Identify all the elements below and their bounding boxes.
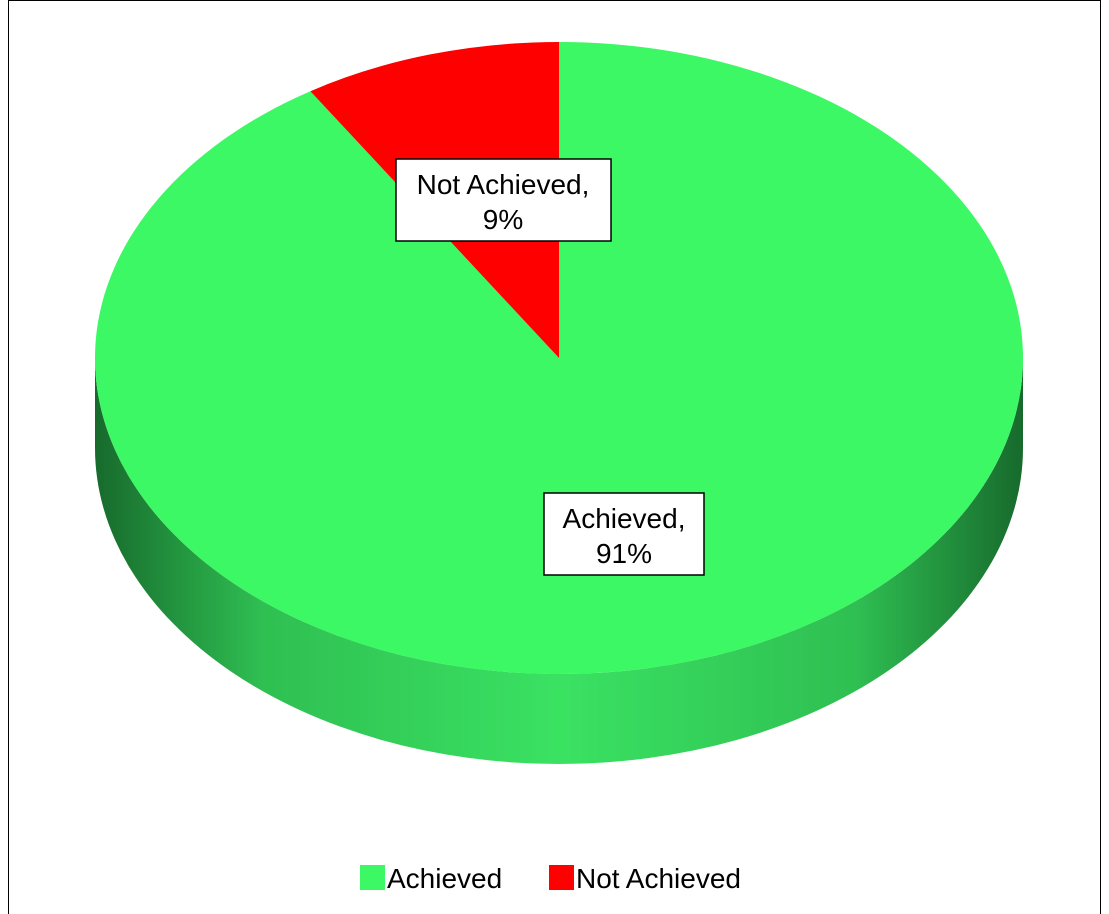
legend-label-achieved: Achieved xyxy=(387,863,502,894)
pie-side-wall xyxy=(95,358,1023,764)
data-label-achieved-value: 91% xyxy=(596,538,652,569)
legend: Achieved Not Achieved xyxy=(360,863,741,894)
data-label-not-achieved: Not Achieved, 9% xyxy=(395,158,612,242)
legend-swatch-achieved xyxy=(360,865,385,890)
data-label-not-achieved-value: 9% xyxy=(483,204,523,235)
legend-item-achieved[interactable]: Achieved xyxy=(360,863,502,894)
legend-label-not-achieved: Not Achieved xyxy=(576,863,741,894)
data-label-achieved-line1: Achieved, xyxy=(563,503,686,534)
data-label-not-achieved-line1: Not Achieved, xyxy=(417,169,590,200)
legend-item-not-achieved[interactable]: Not Achieved xyxy=(549,863,741,894)
data-label-achieved: Achieved, 91% xyxy=(543,492,705,576)
legend-swatch-not-achieved xyxy=(549,865,574,890)
